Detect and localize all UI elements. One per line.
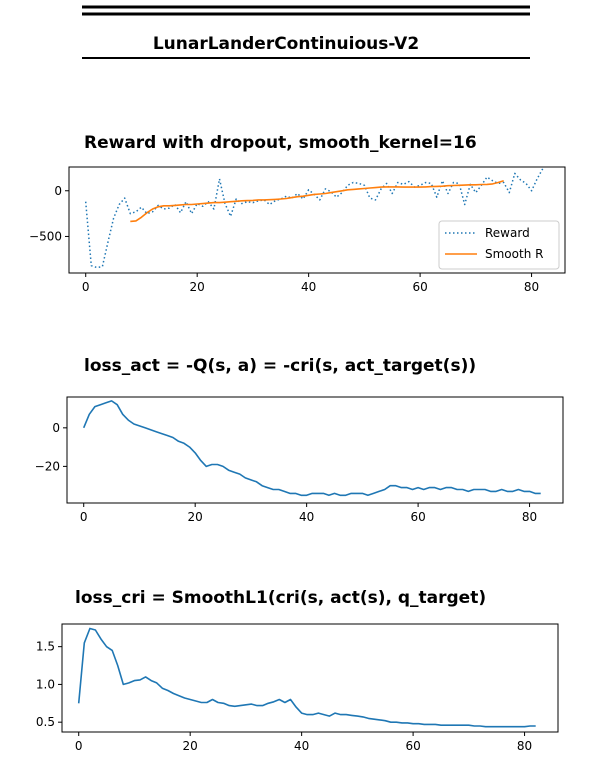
legend-smooth-label: Smooth R [485,247,543,261]
chart-reward: Reward with dropout, smooth_kernel=16 0 2… [29,133,566,294]
y-tick-label: 0 [54,184,62,198]
plot-frame [61,623,559,733]
series-line-smooth-r [130,179,504,223]
x-tick-label: 80 [522,510,537,524]
figure-title: LunarLanderContinuious-V2 [153,34,419,54]
y-tick-label: 1.5 [36,640,55,654]
chart-reward-plot: 0 20 40 60 80 0 −500 [29,166,566,294]
series-line-series-0 [82,400,541,497]
x-tick-label: 40 [294,739,309,753]
plot-frame [66,396,564,504]
y-tick-label: −500 [29,229,62,243]
chart-loss-cri: loss_cri = SmoothL1(cri(s, act(s), q_tar… [36,588,559,753]
x-tick-label: 20 [183,739,198,753]
x-tick-label: 80 [517,739,532,753]
x-tick-label: 20 [188,510,203,524]
chart-reward-legend: Reward Smooth R [438,220,560,270]
x-tick-label: 60 [410,510,425,524]
x-tick-label: 40 [301,280,316,294]
chart-loss-cri-plot: 0 20 40 60 80 1.5 1.0 0.5 [36,623,559,753]
chart-loss-act: loss_act = -Q(s, a) = -cri(s, act_target… [35,356,564,524]
plot-frame [68,166,566,274]
chart-reward-title: Reward with dropout, smooth_kernel=16 [84,133,477,153]
y-tick-label: 0 [52,421,60,435]
x-tick-label: 60 [412,280,427,294]
chart-loss-act-plot: 0 20 40 60 80 0 −20 [35,396,564,524]
x-tick-label: 40 [299,510,314,524]
chart-loss-cri-title: loss_cri = SmoothL1(cri(s, act(s), q_tar… [75,588,486,608]
y-tick-label: 1.0 [36,677,55,691]
x-tick-label: 0 [82,280,90,294]
x-tick-label: 0 [75,739,83,753]
x-tick-label: 80 [524,280,539,294]
x-tick-label: 20 [190,280,205,294]
legend-reward-label: Reward [485,226,530,240]
y-tick-label: −20 [35,459,60,473]
x-tick-label: 0 [80,510,88,524]
y-tick-label: 0.5 [36,715,55,729]
series-line-series-0 [77,627,536,728]
x-tick-label: 60 [405,739,420,753]
chart-loss-act-title: loss_act = -Q(s, a) = -cri(s, act_target… [84,356,476,376]
